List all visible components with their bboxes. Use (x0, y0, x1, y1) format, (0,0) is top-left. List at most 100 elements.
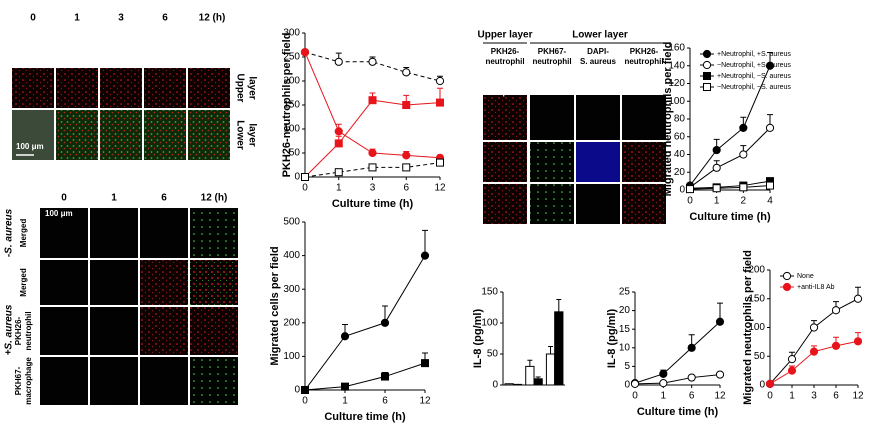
point (659, 369, 668, 378)
micrograph (90, 307, 138, 355)
legend-marker (703, 83, 711, 91)
y-tick-label: 40 (674, 149, 686, 160)
x-tick-label: 1 (661, 391, 667, 402)
point (831, 341, 841, 350)
micrograph (190, 307, 238, 355)
y-tick-label: 250 (283, 52, 300, 63)
legend-label: −Neutrophil, +S. aureus (717, 62, 791, 69)
y-tick-label: 60 (674, 131, 686, 142)
micrograph (483, 95, 527, 140)
panel-a: 0 1 3 6 12 (h) Upper layer Lower layer (30, 13, 257, 150)
x-tick-label: 1 (714, 196, 720, 207)
y-tick-label: 200 (748, 265, 765, 276)
point (402, 68, 411, 77)
y-tick-label: 80 (674, 114, 686, 125)
y-tick-label: 100 (283, 124, 300, 135)
y-tick-label: 200 (283, 317, 300, 328)
y-tick-label: 0 (294, 385, 300, 396)
point (831, 306, 841, 315)
point (787, 366, 797, 375)
column-label: 0 (61, 193, 67, 204)
error-bar (556, 298, 562, 312)
row-label: PKH67- (14, 366, 23, 395)
x-tick-label: 6 (833, 391, 839, 402)
point (659, 379, 668, 388)
micrograph (483, 184, 527, 224)
y-tick-label: 0 (294, 172, 300, 183)
point (715, 370, 725, 379)
x-tick-label: 1 (336, 183, 342, 194)
y-tick-label: 50 (289, 148, 301, 159)
column-label: neutrophil (624, 57, 663, 66)
series-line (304, 162, 441, 178)
column-label: neutrophil (485, 57, 524, 66)
panel-e: 0 1 6 12 (h) Merged Merged PKH26- neutrophil PKH… (0, 193, 238, 405)
point (368, 57, 377, 66)
point (712, 184, 721, 193)
point (334, 168, 343, 177)
point (853, 294, 863, 303)
micrograph (40, 260, 88, 305)
header: Upper layer (477, 30, 532, 41)
scale-bar-label: 100 μm (487, 88, 515, 97)
x-tick-label: 12 (714, 391, 726, 402)
column-label: neutrophil (532, 57, 571, 66)
micrograph (40, 208, 88, 258)
column-label: 6 (161, 193, 167, 204)
y-tick-label: 20 (619, 305, 631, 316)
column-label: S. aureus (580, 57, 617, 66)
legend-marker (703, 72, 711, 80)
column-label: 12 (h) (201, 193, 228, 204)
series-line (689, 127, 771, 188)
y-axis-label: Migrated neutrophils per field (742, 250, 754, 405)
micrograph (100, 68, 142, 108)
x-tick-label: 1 (342, 396, 348, 407)
row-label: layer (246, 76, 257, 99)
bar (554, 311, 564, 386)
y-tick-label: 160 (668, 43, 685, 54)
y-axis-label: IL-8 (pg/ml) (606, 309, 618, 369)
micrograph (140, 208, 188, 258)
micrograph (90, 260, 138, 305)
scale-bar-label: 100 μm (45, 209, 73, 218)
micrograph (190, 357, 238, 405)
point (436, 98, 444, 107)
y-tick-label: 400 (283, 250, 300, 261)
legend-label: None (797, 273, 814, 280)
micrograph (144, 68, 186, 108)
micrograph (12, 68, 54, 108)
bar (545, 353, 556, 386)
y-tick-label: 5 (624, 361, 630, 372)
x-tick-label: 1 (789, 391, 795, 402)
point (402, 151, 411, 160)
x-tick-label: 0 (767, 391, 773, 402)
micrograph (56, 110, 98, 160)
point (739, 123, 748, 132)
point (809, 323, 819, 332)
micrograph (576, 184, 620, 224)
point (436, 158, 444, 167)
y-tick-label: 150 (481, 287, 498, 298)
x-axis-label: Culture time (h) (689, 211, 771, 223)
series-line (689, 185, 771, 190)
x-tick-label: 12 (852, 391, 864, 402)
column-label: 12 (h) (199, 13, 226, 24)
point (809, 347, 819, 356)
y-tick-label: 0 (624, 380, 630, 391)
point (712, 163, 721, 172)
y-tick-label: 300 (283, 284, 300, 295)
bar (512, 383, 523, 386)
micrograph (40, 357, 88, 405)
error-bar (422, 229, 428, 256)
y-tick-label: 140 (668, 60, 685, 71)
micrograph (140, 307, 188, 355)
point (340, 332, 350, 341)
row-label: macrophage (24, 357, 33, 405)
x-tick-label: 3 (811, 391, 817, 402)
legend-marker (702, 60, 712, 70)
y-tick-label: 25 (619, 287, 631, 298)
micrograph (12, 110, 54, 160)
point (853, 337, 863, 346)
series-line (769, 298, 859, 385)
micrograph (100, 110, 142, 160)
